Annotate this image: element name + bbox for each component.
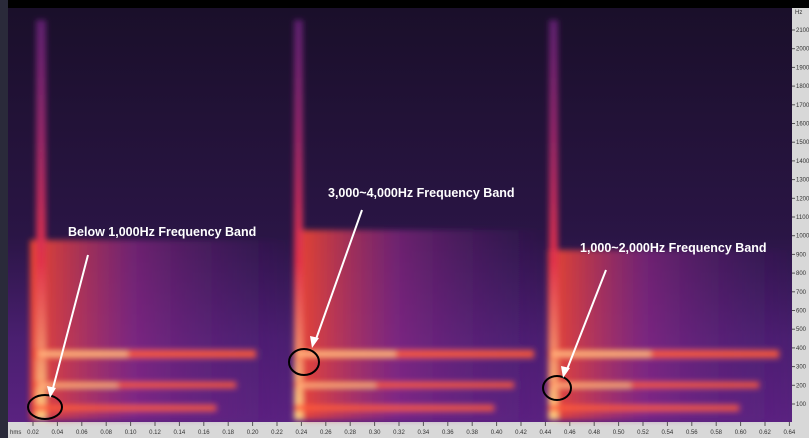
time-tick-label: 0.36 <box>442 430 454 436</box>
left-border <box>0 0 8 438</box>
time-tick-label: 0.20 <box>247 430 259 436</box>
time-tick-label: 0.24 <box>296 430 308 436</box>
time-tick-label: 0.34 <box>418 430 430 436</box>
frequency-tick-label: 2100 <box>796 28 809 34</box>
annotation: 1,000~2,000Hz Frequency Band <box>580 241 767 255</box>
time-tick-label: 0.60 <box>735 430 747 436</box>
time-tick-label: 0.16 <box>198 430 210 436</box>
frequency-tick-label: 500 <box>796 327 807 333</box>
frequency-tick-label: 1900 <box>796 65 809 71</box>
time-tick-label: 0.32 <box>393 430 405 436</box>
frequency-tick-label: 2000 <box>796 47 809 53</box>
annotation: Below 1,000Hz Frequency Band <box>68 225 256 239</box>
frequency-tick-label: 900 <box>796 252 807 258</box>
spectrogram-view: Below 1,000Hz Frequency Band 3,000~4,000… <box>0 0 809 438</box>
frequency-tick-label: 300 <box>796 365 807 371</box>
time-tick-label: 0.22 <box>271 430 283 436</box>
time-tick-label: 0.08 <box>100 430 112 436</box>
frequency-tick-label: 1100 <box>796 215 809 221</box>
page: Below 1,000Hz Frequency Band 3,000~4,000… <box>0 0 809 438</box>
frequency-tick-label: 700 <box>796 290 807 296</box>
time-tick-label: 0.42 <box>515 430 527 436</box>
time-tick-label: 0.04 <box>52 430 64 436</box>
frequency-tick-label: 1800 <box>796 84 809 90</box>
time-tick-label: 0.10 <box>125 430 137 436</box>
time-tick-label: 0.46 <box>564 430 576 436</box>
time-tick-label: 0.30 <box>369 430 381 436</box>
frequency-tick-label: 1000 <box>796 234 809 240</box>
time-tick-label: 0.48 <box>588 430 600 436</box>
frequency-tick-label: 1500 <box>796 140 809 146</box>
time-tick-label: 0.40 <box>491 430 503 436</box>
frequency-tick-label: 600 <box>796 309 807 315</box>
frequency-tick-label: 1400 <box>796 159 809 165</box>
frequency-tick-label: 1600 <box>796 122 809 128</box>
time-tick-label: 0.26 <box>320 430 332 436</box>
frequency-tick-label: 1300 <box>796 178 809 184</box>
time-tick-label: 0.64 <box>784 430 796 436</box>
time-tick-label: 0.14 <box>174 430 186 436</box>
time-tick-label: 0.58 <box>710 430 722 436</box>
time-tick-label: 0.02 <box>27 430 39 436</box>
frequency-tick-label: 100 <box>796 402 807 408</box>
time-tick-label: 0.38 <box>466 430 478 436</box>
time-axis-unit: hms <box>10 430 21 436</box>
time-tick-label: 0.62 <box>759 430 771 436</box>
frequency-tick-label: 800 <box>796 271 807 277</box>
frequency-tick-label: 200 <box>796 383 807 389</box>
time-tick-label: 0.18 <box>222 430 234 436</box>
time-tick-label: 0.06 <box>76 430 88 436</box>
time-tick-label: 0.54 <box>662 430 674 436</box>
time-tick-label: 0.50 <box>613 430 625 436</box>
frequency-tick-label: 1700 <box>796 103 809 109</box>
time-tick-label: 0.12 <box>149 430 161 436</box>
frequency-axis-strip <box>792 8 809 438</box>
annotation: 3,000~4,000Hz Frequency Band <box>328 186 515 200</box>
time-tick-label: 0.56 <box>686 430 698 436</box>
time-tick-label: 0.28 <box>344 430 356 436</box>
frequency-axis-unit: Hz <box>795 10 802 16</box>
time-tick-label: 0.52 <box>637 430 649 436</box>
frequency-tick-label: 1200 <box>796 196 809 202</box>
time-tick-label: 0.44 <box>540 430 552 436</box>
frequency-tick-label: 400 <box>796 346 807 352</box>
